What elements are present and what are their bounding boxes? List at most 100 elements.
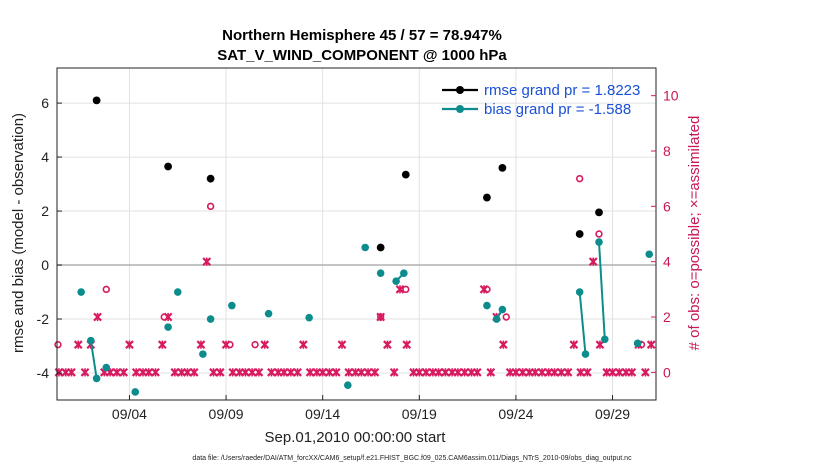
chart-title-line1: Northern Hemisphere 45 / 57 = 78.947% — [222, 27, 502, 44]
possible-marker — [251, 340, 259, 349]
y-tick-label-left: 2 — [41, 203, 49, 219]
possible-marker — [595, 230, 603, 238]
y-tick-label-right: 10 — [663, 88, 679, 104]
assimilated-marker — [260, 340, 270, 350]
bias-point — [600, 335, 609, 344]
assimilated-marker — [318, 367, 328, 377]
assimilated-marker — [583, 367, 592, 377]
bias-point — [87, 336, 95, 345]
bias-point — [376, 269, 385, 277]
assimilated-marker — [595, 340, 605, 350]
y-tick-label-right: 4 — [663, 254, 671, 270]
assimilated-marker — [325, 367, 334, 377]
assimilated-marker — [209, 367, 218, 377]
assimilated-marker — [247, 367, 257, 377]
rmse-point — [164, 162, 173, 171]
possible-marker — [226, 340, 234, 349]
rmse-point — [401, 170, 410, 179]
assimilated-marker — [389, 367, 399, 377]
bias-point — [483, 301, 491, 310]
bias-point — [595, 238, 603, 246]
assimilated-marker — [80, 367, 90, 377]
assimilated-marker — [196, 340, 206, 350]
assimilated-marker — [337, 340, 347, 350]
possible-marker — [402, 285, 410, 294]
x-tick-label: 09/09 — [209, 406, 244, 422]
y-tick-label-right: 6 — [663, 198, 671, 214]
assimilated-marker — [395, 284, 405, 294]
legend-bias-marker — [456, 105, 464, 113]
assimilated-marker — [119, 367, 129, 377]
rmse-point — [575, 230, 584, 238]
assimilated-marker — [569, 340, 579, 350]
x-tick-label: 09/29 — [595, 406, 630, 422]
possible-marker — [54, 340, 62, 349]
assimilated-marker — [298, 340, 308, 350]
assimilated-marker — [383, 340, 392, 350]
possible-marker — [575, 174, 584, 183]
assimilated-marker — [363, 367, 373, 377]
assimilated-marker — [356, 367, 366, 377]
bias-point — [400, 269, 408, 277]
bias-point — [228, 301, 236, 310]
assimilated-marker — [511, 367, 521, 377]
bias-point — [633, 339, 642, 348]
bias-point — [361, 243, 369, 252]
chart-title-line2: SAT_V_WIND_COMPONENT @ 1000 hPa — [217, 47, 507, 64]
assimilated-marker — [460, 367, 470, 377]
bias-point — [392, 277, 400, 286]
assimilated-marker — [189, 367, 199, 377]
y-tick-label-right: 8 — [663, 143, 671, 159]
assimilated-marker — [305, 367, 315, 377]
assimilated-marker — [286, 367, 296, 377]
assimilated-marker — [550, 367, 559, 377]
bias-point — [305, 313, 313, 322]
assimilated-marker — [279, 367, 289, 377]
bias-point — [131, 388, 140, 396]
rmse-point — [206, 174, 215, 183]
bias-point — [102, 363, 111, 372]
assimilated-marker — [254, 367, 264, 377]
assimilated-marker — [344, 367, 354, 377]
assimilated-marker — [627, 367, 637, 377]
bias-point — [645, 250, 654, 259]
assimilated-marker — [486, 367, 496, 377]
legend: rmse grand pr = 1.8223 bias grand pr = -… — [442, 82, 640, 118]
assimilated-marker — [556, 367, 566, 377]
legend-bias-label: bias grand pr = -1.588 — [484, 101, 631, 118]
bias-point — [344, 381, 352, 389]
plot-area — [54, 96, 656, 396]
assimilated-marker — [228, 367, 238, 377]
assimilated-marker — [215, 367, 225, 377]
assimilated-marker — [498, 340, 508, 350]
assimilated-marker — [530, 367, 540, 377]
assimilated-marker — [131, 367, 141, 377]
bias-point — [581, 350, 590, 358]
assimilated-marker — [537, 367, 547, 377]
assimilated-marker — [472, 367, 482, 377]
assimilated-marker — [293, 367, 302, 377]
assimilated-marker — [183, 367, 192, 377]
y-tick-label-left: -4 — [37, 365, 50, 381]
assimilated-marker — [112, 367, 122, 377]
rmse-point — [376, 243, 385, 252]
bias-line-segment — [598, 242, 606, 340]
assimilated-marker — [170, 367, 180, 377]
legend-rmse-marker — [456, 86, 464, 94]
assimilated-marker — [370, 367, 380, 377]
y-tick-label-left: -2 — [37, 311, 50, 327]
rmse-point — [92, 96, 101, 105]
assimilated-marker — [434, 367, 443, 377]
axis-ticks: 09/04 09/09 09/14 09/19 09/24 09/29 -4 -2 0 2 4 6 0 2… — [37, 88, 679, 422]
assimilated-marker — [646, 340, 656, 350]
possible-marker — [160, 313, 168, 321]
legend-rmse-label: rmse grand pr = 1.8223 — [484, 82, 640, 99]
assimilated-marker — [563, 367, 573, 377]
assimilated-marker — [73, 340, 83, 350]
assimilated-marker — [267, 367, 276, 377]
data-file-footnote: data file: /Users/raeder/DAI/ATM_forcXX/… — [192, 455, 632, 462]
bias-point — [199, 350, 207, 358]
assimilated-marker — [125, 340, 134, 350]
assimilated-marker — [157, 340, 167, 350]
assimilated-marker — [608, 367, 617, 377]
